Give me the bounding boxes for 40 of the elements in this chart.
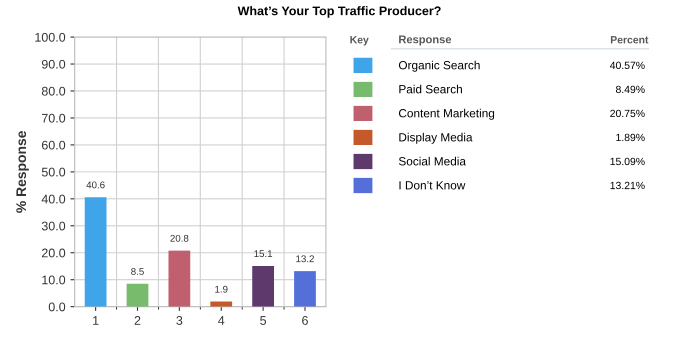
y-axis-title: % Response — [16, 131, 29, 213]
y-tick-label: 80.0 — [42, 86, 66, 96]
y-tick-label: 0.0 — [48, 302, 66, 312]
data-label: 1.9 — [215, 286, 228, 293]
data-label: 8.5 — [131, 268, 144, 275]
x-tick-label: 4 — [218, 316, 224, 325]
data-label: 20.8 — [170, 234, 188, 242]
y-tick-label: 70.0 — [42, 114, 66, 123]
x-tick-label: 6 — [302, 316, 308, 325]
x-tick-label: 5 — [260, 316, 266, 325]
legend-label: Social Media — [398, 156, 466, 166]
text: Response — [399, 36, 452, 46]
text: 15.09% — [610, 158, 645, 166]
y-tick-label: 60.0 — [42, 140, 66, 150]
legend-label: Display Media — [399, 132, 473, 144]
text: 1.89% — [616, 134, 645, 142]
text: Key — [350, 36, 369, 46]
x-tick-label: 3 — [176, 316, 182, 325]
text: 40.57% — [610, 62, 645, 70]
legend-label: Content Marketing — [398, 108, 494, 120]
text: 20.75% — [610, 110, 645, 118]
y-tick-label: 40.0 — [42, 194, 66, 204]
x-tick-label: 1 — [93, 316, 98, 325]
y-tick-label: 90.0 — [42, 60, 66, 69]
y-tick-label: 10.0 — [42, 276, 66, 284]
legend-label: Organic Search — [398, 60, 480, 72]
y-tick-label: 20.0 — [42, 248, 66, 258]
y-tick-label: 30.0 — [42, 222, 66, 230]
data-label: 40.6 — [86, 181, 105, 188]
chart-title: What’s Your Top Traffic Producer? — [238, 6, 441, 18]
y-tick-label: 50.0 — [42, 168, 66, 177]
legend-label: Paid Search — [399, 84, 462, 94]
x-tick-label: 2 — [134, 316, 140, 325]
text: 13.21% — [610, 182, 645, 190]
legend-label: I Don’t Know — [399, 181, 466, 190]
data-label: 13.2 — [296, 255, 314, 262]
text: 8.49% — [616, 86, 645, 94]
text: Percent — [610, 36, 648, 44]
data-label: 15.1 — [254, 250, 272, 258]
y-tick-label: 100.0 — [35, 32, 66, 42]
